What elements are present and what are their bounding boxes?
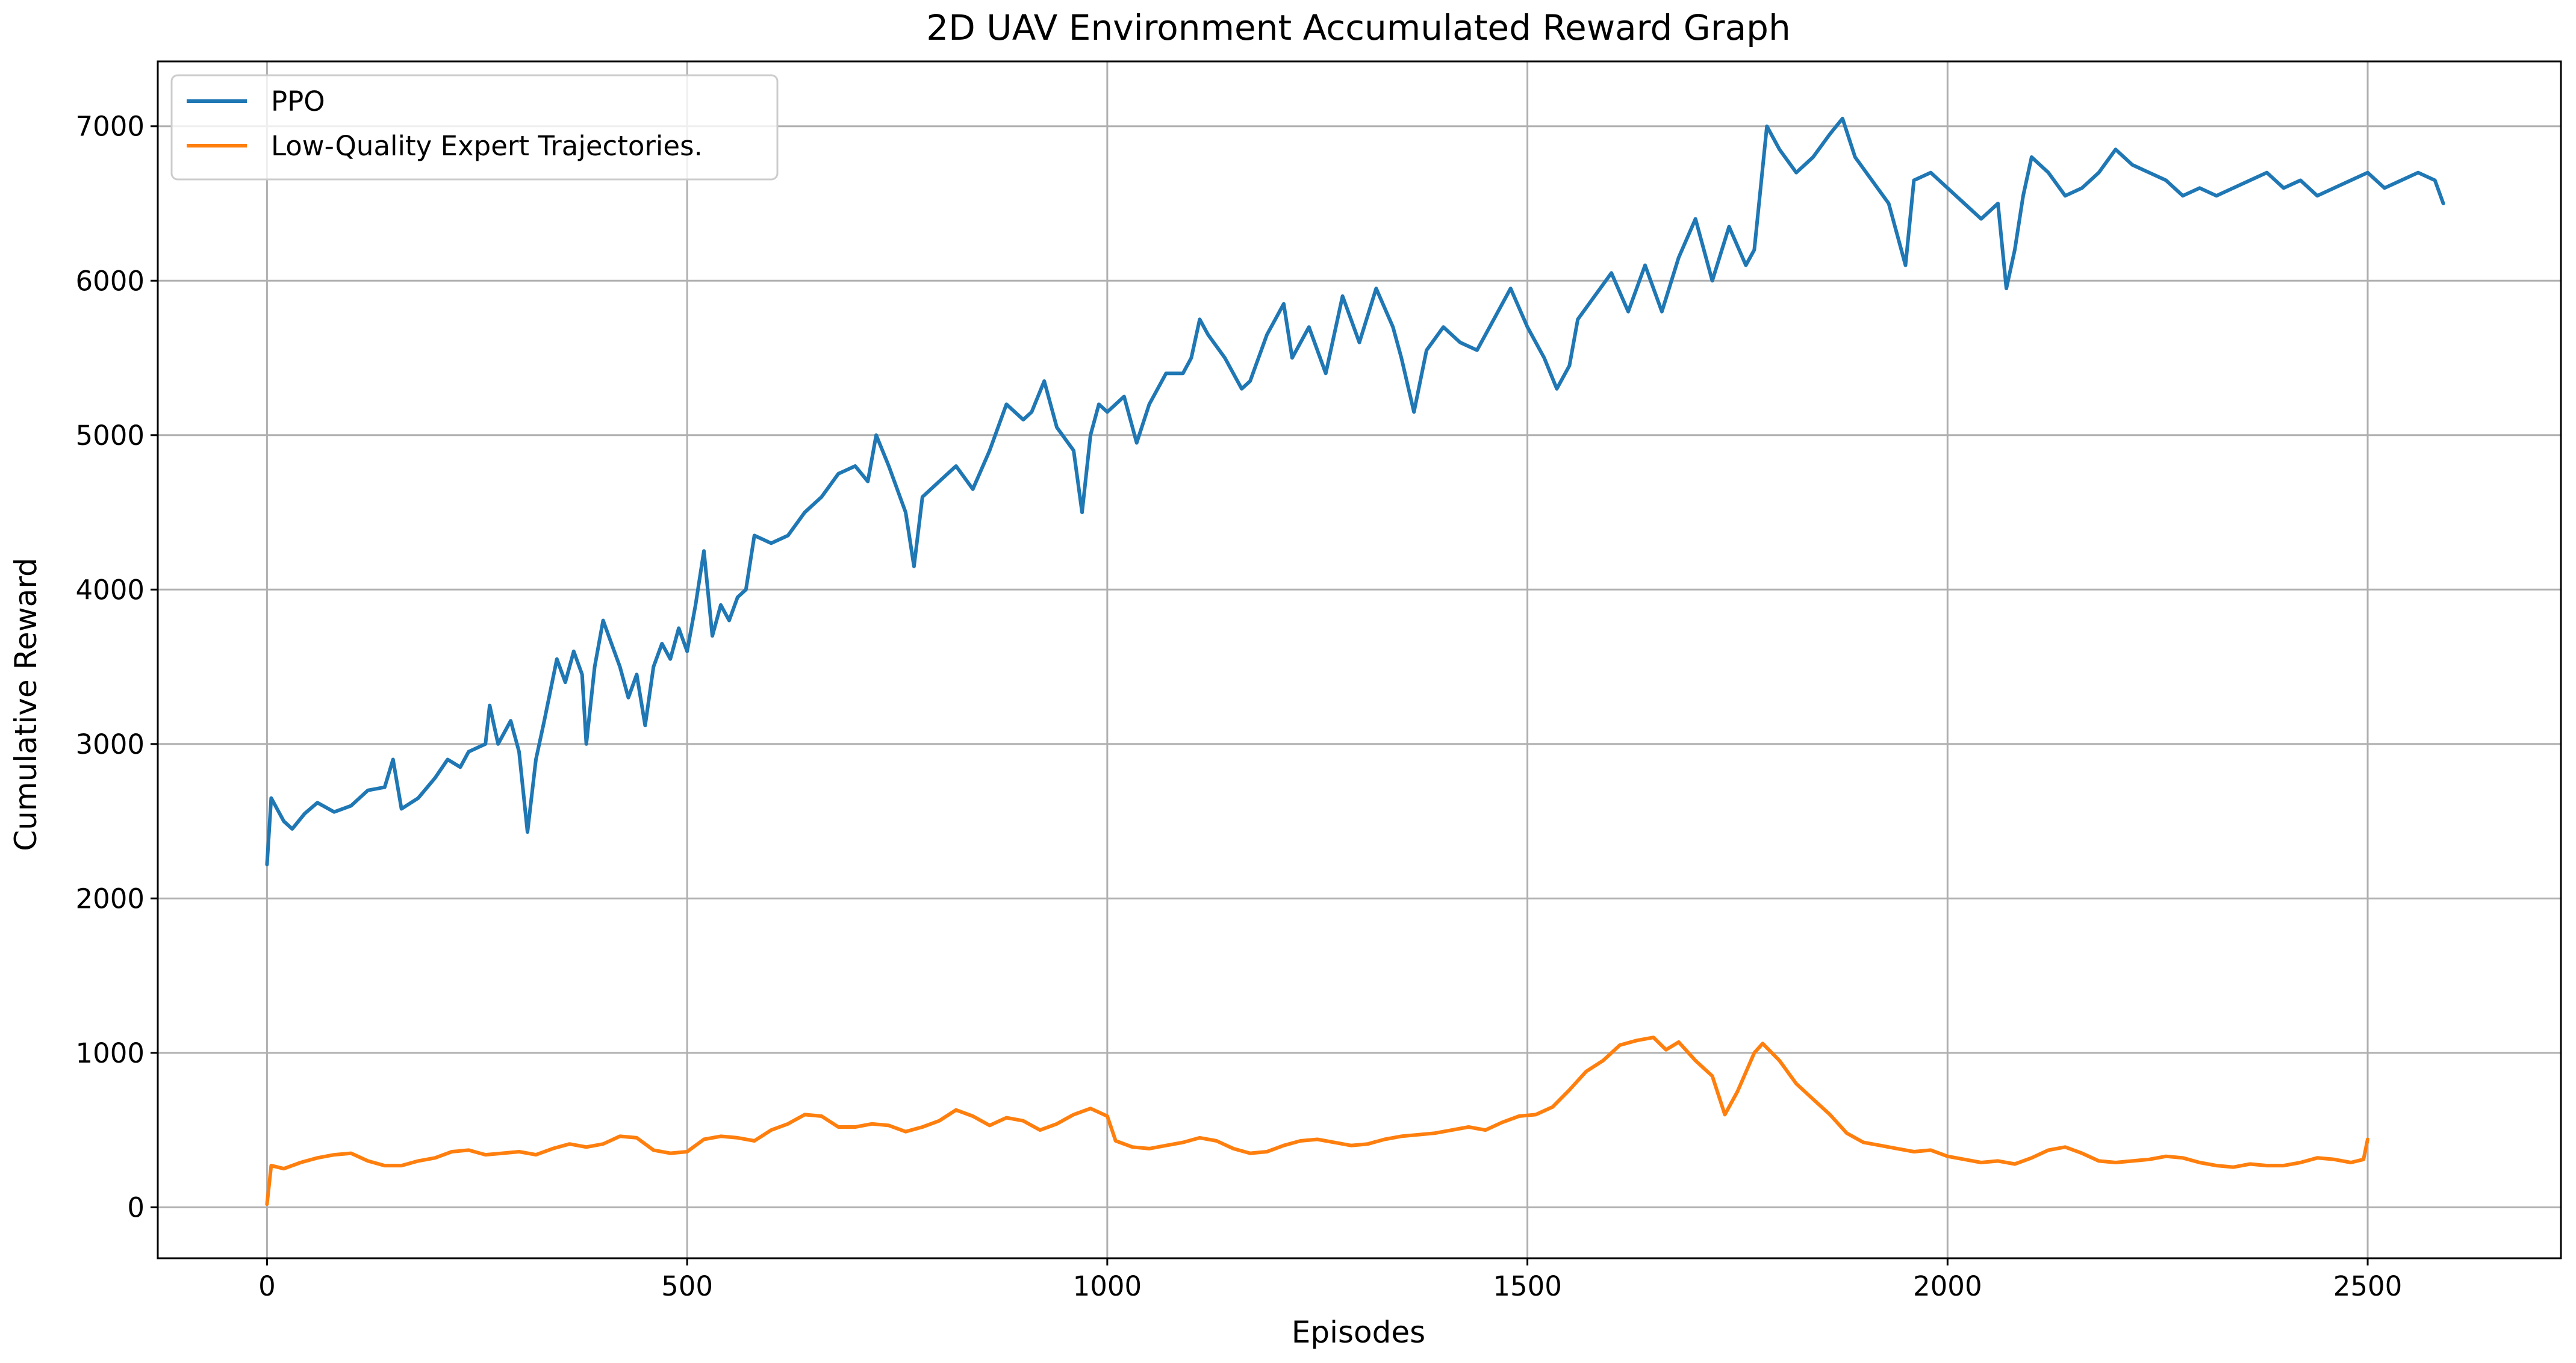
y-tick-label: 1000 xyxy=(75,1037,145,1069)
plot-frame xyxy=(157,60,2562,1259)
legend-box xyxy=(170,74,779,181)
x-tick-label: 1000 xyxy=(1073,1270,1142,1302)
x-tick-label: 2000 xyxy=(1913,1270,1982,1302)
grid xyxy=(158,61,2561,1258)
x-tick-label: 0 xyxy=(258,1270,276,1302)
y-tick-label: 3000 xyxy=(75,728,145,760)
y-tick-label: 2000 xyxy=(75,883,145,914)
y-axis-label: Cumulative Reward xyxy=(8,557,43,851)
y-tick-label: 0 xyxy=(127,1191,145,1223)
x-axis-label: Episodes xyxy=(1292,1315,1425,1350)
x-tick-label: 2500 xyxy=(2333,1270,2403,1302)
y-tick-label: 7000 xyxy=(75,111,145,143)
x-tick-label: 500 xyxy=(661,1270,713,1302)
chart-title: 2D UAV Environment Accumulated Reward Gr… xyxy=(926,7,1790,48)
y-tick-label: 6000 xyxy=(75,265,145,297)
series-line-ppo xyxy=(265,116,2445,866)
legend-label-ppo: PPO xyxy=(271,85,325,117)
legend-label-expert: Low-Quality Expert Trajectories. xyxy=(271,130,703,162)
series-line-expert xyxy=(265,1035,2369,1206)
y-tick-label: 4000 xyxy=(75,574,145,606)
ticks: 0 500 1000 1500 2000 2500 0 1000 2000 3000 4000 500… xyxy=(75,111,2402,1302)
y-tick-label: 5000 xyxy=(75,420,145,452)
series-layer xyxy=(265,116,2445,1206)
legend: PPO Low-Quality Expert Trajectories. xyxy=(170,74,779,181)
x-tick-label: 1500 xyxy=(1493,1270,1562,1302)
